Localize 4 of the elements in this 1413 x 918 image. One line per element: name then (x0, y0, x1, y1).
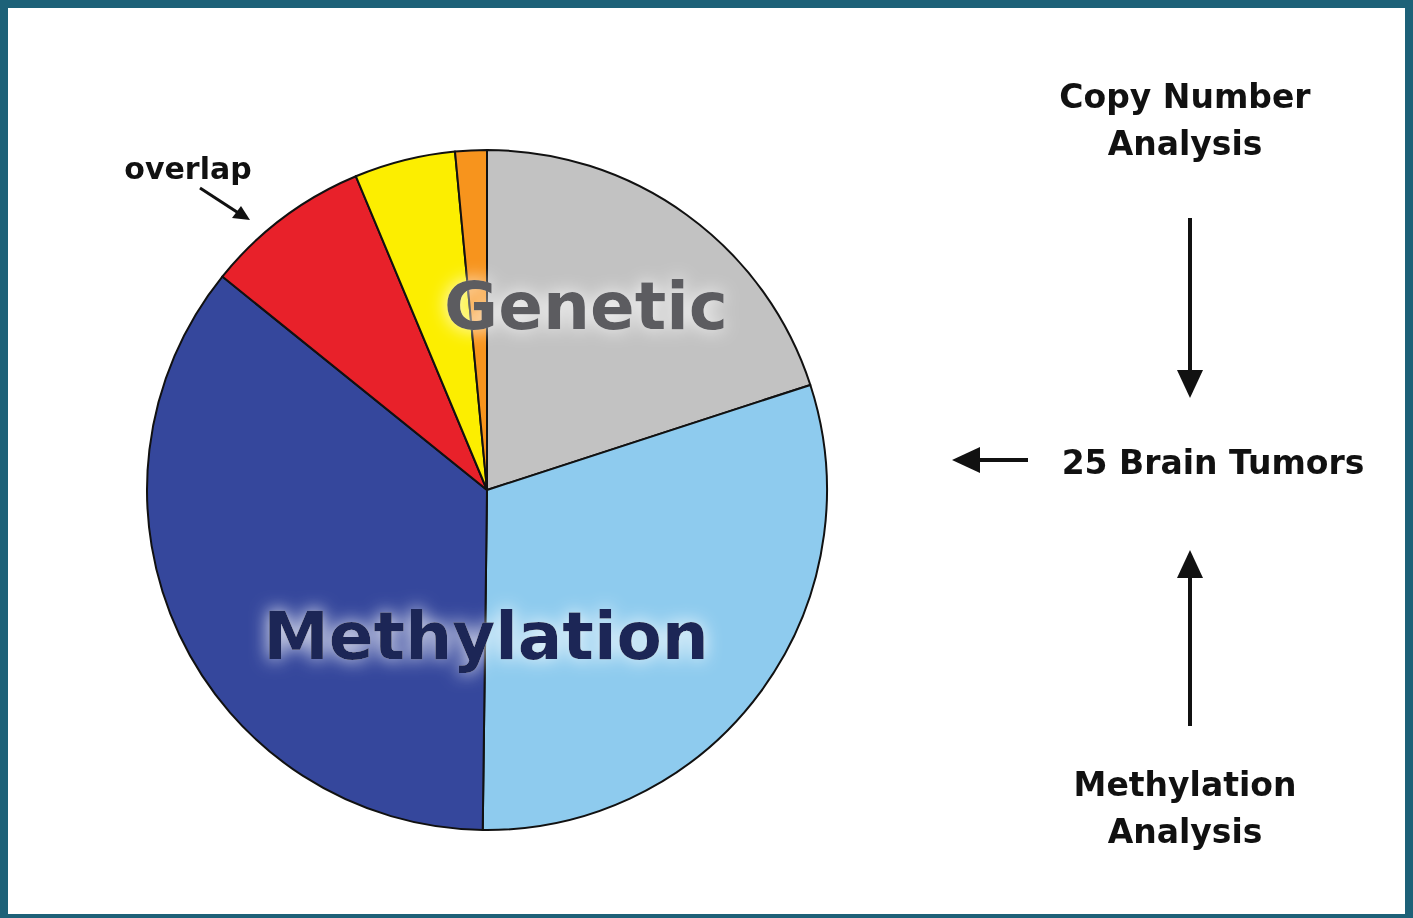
text: 25 Brain Tumors (1061, 442, 1365, 482)
text: Copy Number Analysis (1059, 77, 1312, 163)
text: overlap (124, 150, 252, 186)
text: Methylation Analysis (1073, 765, 1297, 851)
